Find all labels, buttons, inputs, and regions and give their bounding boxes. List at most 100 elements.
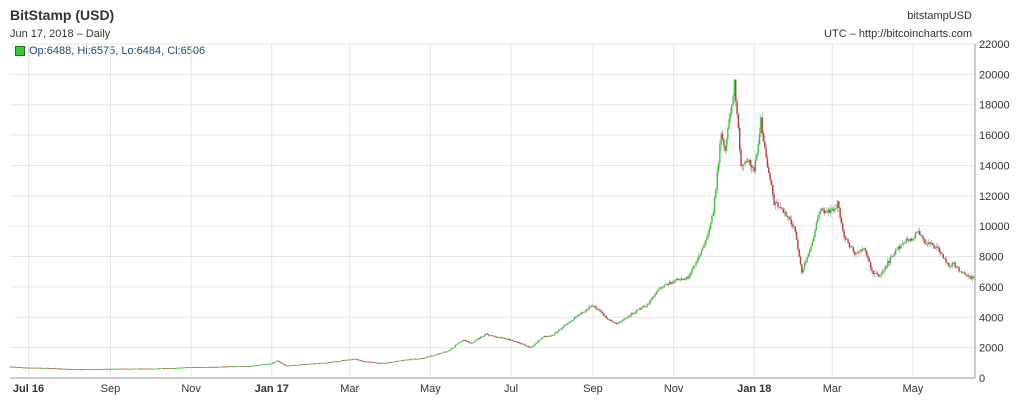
candle-body bbox=[317, 363, 319, 364]
candle-body bbox=[602, 313, 605, 316]
candle-body bbox=[445, 351, 447, 353]
candle-body bbox=[894, 250, 897, 255]
candle-body bbox=[62, 368, 64, 370]
candle-body bbox=[666, 283, 668, 285]
candle-body bbox=[654, 294, 656, 297]
candle-body bbox=[438, 353, 441, 355]
candle-body bbox=[284, 364, 286, 366]
candle-body bbox=[416, 359, 418, 360]
candle-body bbox=[626, 317, 629, 319]
candle-body bbox=[403, 360, 405, 362]
candle-body bbox=[834, 208, 836, 211]
candle-body bbox=[483, 334, 486, 337]
candle-body bbox=[130, 368, 133, 370]
candle-body bbox=[510, 339, 512, 341]
candle-body bbox=[770, 180, 773, 186]
candle-body bbox=[880, 274, 882, 276]
candle-body bbox=[663, 284, 666, 288]
candle-body bbox=[236, 366, 239, 368]
candle-body bbox=[210, 366, 212, 368]
candle-body bbox=[400, 360, 402, 362]
candle-body bbox=[71, 369, 73, 371]
candle-body bbox=[386, 362, 388, 364]
candle-body bbox=[765, 147, 767, 158]
candle-body bbox=[826, 211, 828, 213]
candle-body bbox=[185, 367, 187, 369]
candle-body bbox=[163, 368, 166, 370]
candle-body bbox=[150, 368, 153, 370]
candle-body bbox=[177, 367, 179, 369]
candle-body bbox=[241, 366, 244, 367]
candle-body bbox=[614, 322, 617, 324]
candle-body bbox=[485, 333, 487, 335]
candle-body bbox=[597, 309, 599, 310]
candle-body bbox=[441, 352, 443, 354]
candle-body bbox=[391, 361, 393, 363]
candle-body bbox=[843, 230, 845, 238]
candle-body bbox=[208, 366, 211, 368]
candle-body bbox=[409, 359, 412, 361]
candle-body bbox=[745, 161, 748, 163]
candle-body bbox=[588, 306, 590, 310]
candle-body bbox=[687, 277, 689, 279]
candle-body bbox=[121, 368, 124, 370]
candle-body bbox=[51, 368, 54, 370]
candle-body bbox=[572, 319, 574, 321]
candle-body bbox=[331, 361, 334, 363]
candle-body bbox=[27, 367, 30, 369]
candle-body bbox=[222, 366, 224, 368]
candle-body bbox=[393, 361, 396, 363]
y-tick-label: 12000 bbox=[979, 191, 1010, 203]
candle-body bbox=[670, 282, 672, 284]
candle-body bbox=[969, 275, 971, 277]
candle-body bbox=[688, 275, 691, 279]
candle-body bbox=[668, 282, 671, 285]
candle-body bbox=[113, 368, 116, 370]
candle-body bbox=[191, 367, 194, 368]
candle-body bbox=[216, 366, 219, 368]
candle-body bbox=[548, 335, 551, 337]
candle-body bbox=[141, 368, 143, 370]
candle-body bbox=[589, 306, 592, 308]
candle-body bbox=[477, 338, 479, 340]
candle-body bbox=[941, 253, 943, 254]
candle-body bbox=[189, 367, 191, 368]
candle-body bbox=[974, 279, 976, 281]
candle-body bbox=[134, 368, 137, 370]
candle-body bbox=[125, 368, 128, 370]
candle-body bbox=[111, 368, 113, 370]
x-tick-label: Sep bbox=[101, 383, 121, 395]
candle-body bbox=[897, 246, 900, 250]
candle-body bbox=[178, 367, 180, 369]
candle-body bbox=[749, 159, 751, 166]
candle-body bbox=[392, 361, 395, 363]
candle-body bbox=[625, 318, 627, 319]
candle-body bbox=[783, 211, 786, 213]
candle-body bbox=[585, 309, 588, 312]
candle-body bbox=[453, 346, 455, 348]
candle-body bbox=[753, 167, 755, 172]
candle-body bbox=[417, 358, 420, 360]
candle-body bbox=[498, 337, 500, 339]
candle-body bbox=[916, 232, 918, 234]
candle-body bbox=[387, 362, 389, 364]
candle-body bbox=[799, 256, 802, 265]
candle-body bbox=[505, 338, 507, 340]
candle-body bbox=[333, 361, 335, 363]
candle-body bbox=[473, 341, 475, 343]
candle-body bbox=[198, 367, 200, 368]
candle-body bbox=[852, 247, 855, 252]
candle-body bbox=[592, 305, 594, 307]
candle-body bbox=[21, 367, 23, 369]
candle-body bbox=[204, 366, 207, 368]
candle-body bbox=[162, 368, 165, 370]
chart-date-subtitle: Jun 17, 2018 – Daily bbox=[10, 28, 111, 40]
candle-body bbox=[586, 309, 589, 311]
candle-body bbox=[273, 362, 276, 364]
candle-body bbox=[910, 238, 913, 241]
candle-body bbox=[913, 238, 915, 240]
candle-body bbox=[253, 365, 256, 367]
candle-body bbox=[712, 212, 714, 216]
candle-body bbox=[727, 128, 729, 140]
